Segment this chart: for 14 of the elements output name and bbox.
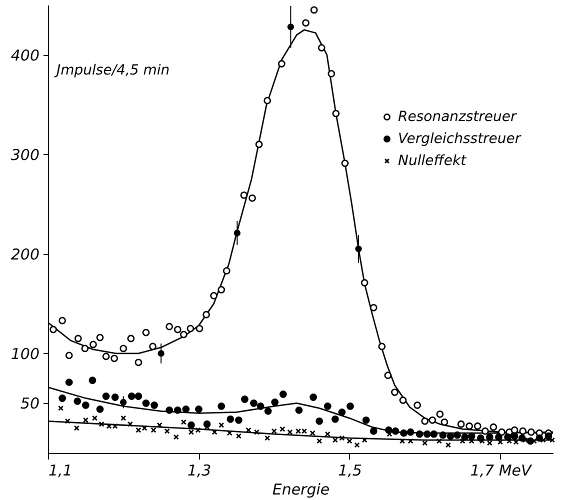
legend-label: Nulleffekt: [398, 153, 467, 169]
y-axis-title: Jmpulse/4,5 min: [54, 62, 170, 78]
x-axis-title: Energie: [272, 480, 330, 498]
y-tick-label: 50: [20, 394, 40, 413]
y-tick-label: 400: [10, 46, 40, 64]
legend-label: Resonanzstreuer: [398, 109, 518, 125]
y-tick-label: 100: [10, 344, 40, 363]
x-tick-label: 1,7 MeV: [470, 462, 533, 480]
x-tick-label: 1,1: [48, 462, 72, 480]
y-tick-label: 300: [10, 146, 40, 164]
legend-label: Vergleichsstreuer: [398, 131, 522, 147]
x-tick-label: 1,5: [338, 462, 362, 480]
x-tick-label: 1,3: [187, 462, 212, 480]
y-tick-label: 200: [10, 245, 40, 264]
